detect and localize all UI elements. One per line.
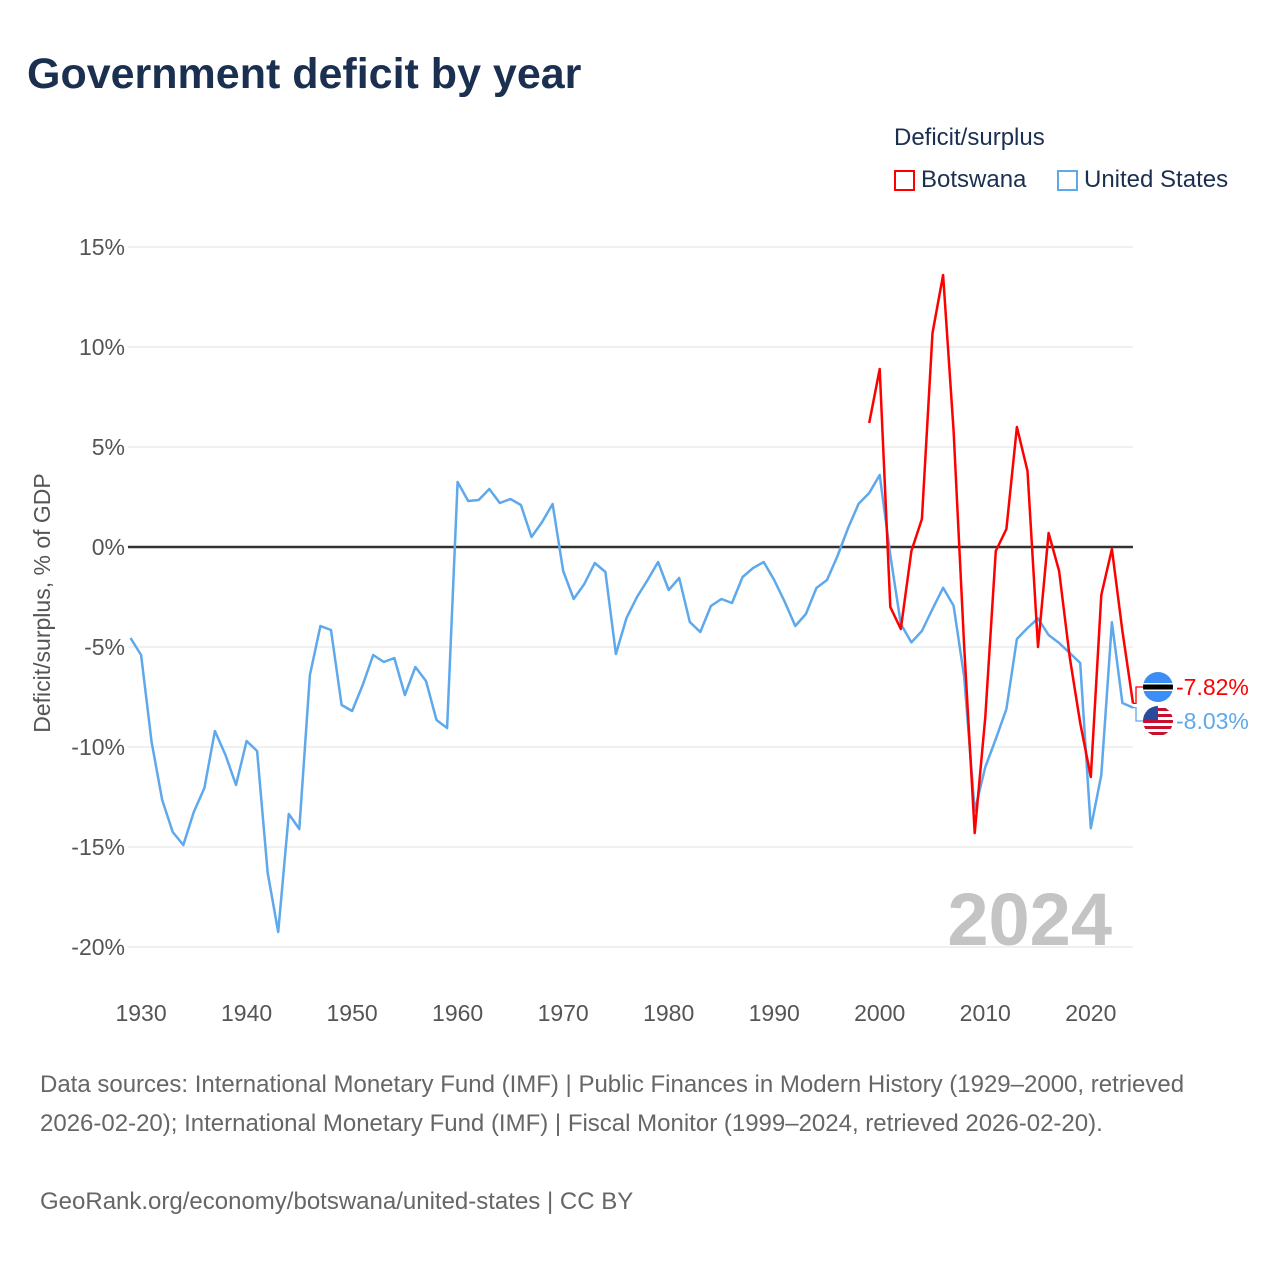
us-flag-icon	[1143, 706, 1173, 736]
year-watermark: 2024	[947, 878, 1112, 961]
series-line-botswana	[867, 273, 1135, 835]
y-tick-label: -20%	[71, 934, 125, 960]
series-line-united-states	[129, 473, 1134, 934]
y-tick-label: 15%	[79, 234, 125, 260]
credit-link[interactable]: GeoRank.org/economy/botswana/united-stat…	[40, 1188, 634, 1215]
x-tick-label: 1980	[643, 1000, 694, 1026]
y-axis-label: Deficit/surplus, % of GDP	[29, 473, 55, 732]
data-sources: Data sources: International Monetary Fun…	[40, 1071, 1185, 1137]
legend-swatch-botswana	[894, 169, 915, 191]
end-connector-botswana	[1133, 686, 1143, 705]
legend-label-united-states: United States	[1084, 166, 1229, 193]
y-tick-label: 0%	[92, 534, 125, 560]
y-tick-label: -5%	[84, 634, 125, 660]
y-tick-label: 5%	[92, 434, 125, 460]
y-tick-label: 10%	[79, 334, 125, 360]
y-tick-label: -15%	[71, 834, 125, 860]
united-states-end-label: -8.03%	[1176, 708, 1249, 734]
x-tick-label: 1950	[327, 1000, 378, 1026]
botswana-end-label: -7.82%	[1176, 674, 1249, 700]
end-connector-united-states	[1133, 706, 1143, 722]
legend-label-botswana: Botswana	[921, 166, 1027, 193]
x-tick-label: 1940	[221, 1000, 272, 1026]
y-tick-label: -10%	[71, 734, 125, 760]
x-tick-label: 1990	[749, 1000, 800, 1026]
chart-title: Government deficit by year	[27, 50, 582, 98]
x-tick-label: 2020	[1065, 1000, 1116, 1026]
legend-swatch-united-states	[1057, 169, 1078, 191]
x-tick-label: 1930	[115, 1000, 166, 1026]
legend-item-united-states[interactable]: United States	[1057, 166, 1228, 194]
legend-item-botswana[interactable]: Botswana	[894, 166, 1026, 194]
x-tick-label: 2010	[960, 1000, 1011, 1026]
legend-title: Deficit/surplus	[894, 124, 1045, 151]
x-tick-label: 1960	[432, 1000, 483, 1026]
botswana-flag-icon	[1143, 672, 1173, 702]
x-tick-label: 1970	[538, 1000, 589, 1026]
x-tick-label: 2000	[854, 1000, 905, 1026]
